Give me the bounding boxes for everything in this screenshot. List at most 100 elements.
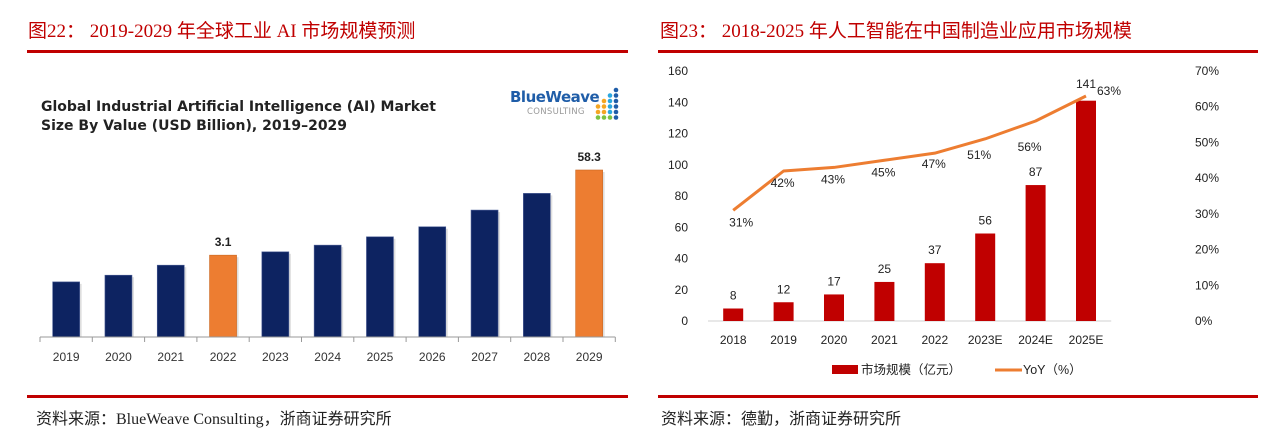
bar-data-label: 56 <box>979 214 993 228</box>
logo-dot <box>607 115 613 120</box>
bar-2020 <box>824 294 844 321</box>
bar-data-label: 87 <box>1029 165 1043 179</box>
bar-2022 <box>209 254 237 338</box>
line-data-label: 45% <box>871 165 895 179</box>
blueweave-logo: BlueWeave CONSULTING <box>510 86 620 126</box>
x-tick-label: 2020 <box>821 333 848 347</box>
bar-data-label: 17 <box>827 274 841 288</box>
line-data-label: 51% <box>967 148 991 162</box>
logo-dot <box>613 115 619 120</box>
data-label: 3.1 <box>215 235 232 249</box>
logo-dot <box>595 115 601 120</box>
bar-2024 <box>313 244 342 338</box>
x-tick-label: 2024 <box>314 350 341 364</box>
logo-dot <box>607 109 613 115</box>
bar-data-label: 25 <box>878 262 892 276</box>
line-data-label: 42% <box>771 176 795 190</box>
logo-dot <box>607 93 613 98</box>
bar-2026 <box>418 226 447 338</box>
line-data-label: 56% <box>1018 140 1042 154</box>
y-right-tick: 40% <box>1195 171 1219 185</box>
right-top-rule <box>658 50 1258 53</box>
logo-name: BlueWeave <box>510 88 600 106</box>
x-tick-label: 2025E <box>1069 333 1104 347</box>
left-chart-title-line1: Global Industrial Artificial Intelligenc… <box>41 99 436 115</box>
bar-data-label: 37 <box>928 243 942 257</box>
line-data-label: 47% <box>922 157 946 171</box>
y-left-tick: 100 <box>668 158 688 172</box>
x-tick-label: 2027 <box>471 350 498 364</box>
bar-2019 <box>773 302 794 321</box>
y-right-tick: 60% <box>1195 100 1219 114</box>
x-tick-label: 2023 <box>262 350 289 364</box>
x-tick-label: 2019 <box>770 333 797 347</box>
bar-2021 <box>874 281 895 321</box>
y-right-tick: 30% <box>1195 207 1219 221</box>
y-left-tick: 140 <box>668 95 688 109</box>
right-combo-chart: 0 20 40 60 80 100 120 140 160 0% 10% 20% 30% 40% 50% 60… <box>668 64 1219 377</box>
x-tick-label: 2022 <box>921 333 948 347</box>
left-top-rule <box>27 50 628 53</box>
line-data-label: 31% <box>729 215 753 229</box>
bar-2024E <box>1025 185 1046 321</box>
y-right-tick: 50% <box>1195 135 1219 149</box>
data-label: 58.3 <box>577 150 601 164</box>
bar-2018 <box>723 308 744 321</box>
x-tick-label: 2028 <box>523 350 550 364</box>
bar-2020 <box>104 274 133 338</box>
y-left-tick: 20 <box>675 283 689 297</box>
bar-2028 <box>523 193 551 338</box>
bar-data-label: 141 <box>1076 77 1096 91</box>
logo-dot <box>613 109 619 115</box>
x-tick-label: 2020 <box>105 350 132 364</box>
x-tick-label: 2018 <box>720 333 747 347</box>
x-tick-label: 2019 <box>53 350 80 364</box>
left-source: 资料来源：BlueWeave Consulting，浙商证券研究所 <box>36 411 392 428</box>
right-source: 资料来源：德勤，浙商证券研究所 <box>661 411 902 428</box>
left-chart-title: Global Industrial Artificial Intelligenc… <box>41 98 436 136</box>
x-tick-label: 2024E <box>1018 333 1053 347</box>
y-right-tick: 20% <box>1195 243 1219 257</box>
bar-data-label: 12 <box>777 282 791 296</box>
x-tick-label: 2021 <box>871 333 898 347</box>
logo-dot <box>613 98 619 104</box>
y-left-tick: 60 <box>675 220 689 234</box>
logo-dots-icon <box>595 87 619 120</box>
logo-dot <box>613 93 619 98</box>
x-tick-label: 2021 <box>157 350 184 364</box>
x-tick-label: 2029 <box>576 350 603 364</box>
y-right-tick: 0% <box>1195 314 1213 328</box>
y-right-tick: 10% <box>1195 278 1219 292</box>
logo-dot <box>607 98 613 104</box>
logo-dot <box>601 98 607 104</box>
logo-sub: CONSULTING <box>527 107 585 117</box>
x-tick-label: 2026 <box>419 350 446 364</box>
y-left-tick: 80 <box>675 189 689 203</box>
right-figure-caption: 图23： 2018-2025 年人工智能在中国制造业应用市场规模 <box>660 21 1132 42</box>
logo-dot <box>613 104 619 109</box>
bar-2023E <box>975 233 996 321</box>
bar-2022 <box>924 263 945 321</box>
yoy-line <box>732 94 1087 212</box>
left-figure-caption: 图22： 2019-2029 年全球工业 AI 市场规模预测 <box>28 21 416 42</box>
line-data-label: 43% <box>821 172 845 186</box>
legend-bar-swatch <box>832 365 858 374</box>
bar-2019 <box>52 281 80 338</box>
logo-dot <box>607 104 613 109</box>
left-bottom-rule <box>27 395 628 398</box>
x-tick-label: 2022 <box>210 350 237 364</box>
logo-dot <box>601 115 607 120</box>
bar-2029 <box>575 169 603 338</box>
bar-2025 <box>366 236 394 338</box>
logo-dot <box>601 104 607 109</box>
logo-dot <box>595 109 601 115</box>
y-left-tick: 160 <box>668 64 688 78</box>
bar-2021 <box>156 264 185 338</box>
x-tick-label: 2025 <box>367 350 394 364</box>
logo-dot <box>595 104 601 109</box>
y-left-tick: 40 <box>675 252 689 266</box>
legend-bar-label: 市场规模（亿元） <box>861 362 961 377</box>
x-tick-label: 2023E <box>968 333 1003 347</box>
left-bar-chart: 2019 2020 2021 2022 3.1 2023 2024 2025 2026 2027 2… <box>39 150 616 364</box>
line-data-label: 63% <box>1097 84 1121 98</box>
